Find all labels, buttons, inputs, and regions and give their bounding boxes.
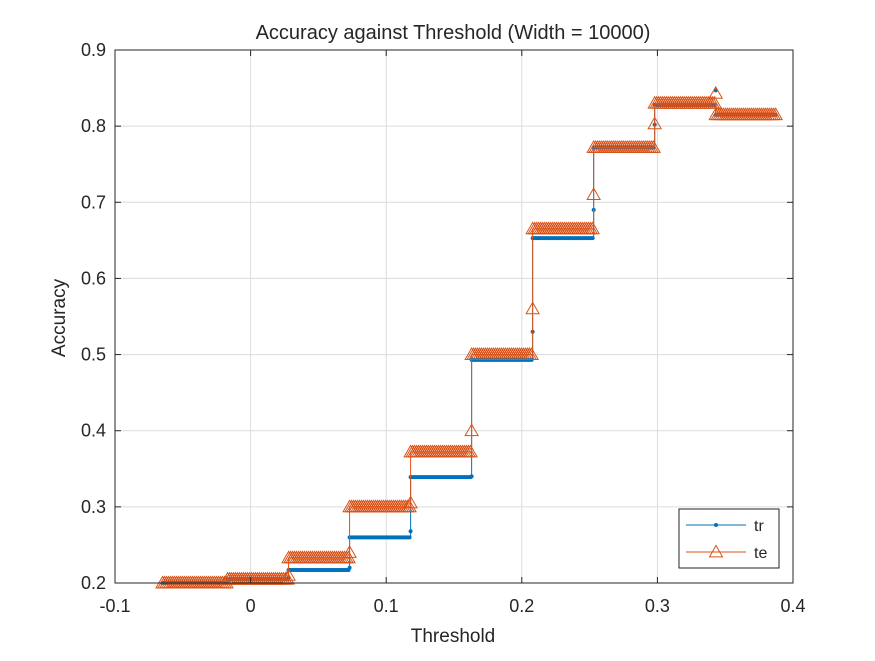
data-point (280, 571, 295, 585)
legend-item-te: te (686, 544, 767, 562)
data-point (281, 567, 296, 581)
series-te (155, 85, 784, 589)
data-point (408, 529, 413, 534)
y-tick-label: 0.2 (81, 573, 106, 593)
series-line-te (162, 102, 777, 584)
data-point (469, 474, 474, 479)
legend: tr te (678, 508, 780, 569)
legend-box (678, 508, 780, 569)
y-tick-label: 0.8 (81, 116, 106, 136)
x-tick-label: 0.1 (374, 596, 399, 616)
chart-title: Accuracy against Threshold (Width = 1000… (256, 22, 651, 44)
data-point (590, 236, 595, 241)
y-tick-label: 0.4 (81, 421, 106, 441)
data-point (342, 545, 357, 558)
y-tick-label: 0.9 (81, 40, 106, 60)
data-point (525, 301, 541, 315)
y-tick-label: 0.7 (81, 192, 106, 212)
data-point (708, 85, 724, 99)
legend-label: te (754, 545, 767, 562)
data-point (647, 116, 663, 130)
data-point (347, 565, 352, 570)
data-point (407, 535, 412, 540)
legend-item-tr: tr (686, 518, 764, 535)
x-tick-label: 0.4 (780, 596, 805, 616)
x-tick-label: -0.1 (99, 596, 130, 616)
data-point (402, 499, 417, 513)
legend-label: tr (754, 518, 764, 535)
x-tick-label: 0.3 (645, 596, 670, 616)
legend-marker (708, 544, 724, 558)
data-point (464, 423, 479, 437)
series-layer (155, 85, 784, 589)
data-point (646, 139, 662, 153)
ticks: -0.1 0 0.1 0.2 0.3 0.4 0.2 0.3 0.4 0.5 0.6 0.7 0.8 0.… (81, 40, 806, 616)
x-tick-label: 0 (246, 596, 256, 616)
y-axis-label: Accuracy (49, 278, 70, 357)
data-point (586, 187, 602, 201)
data-point (768, 107, 784, 121)
x-tick-label: 0.2 (509, 596, 534, 616)
x-axis-label: Threshold (411, 626, 496, 647)
legend-marker (714, 523, 718, 527)
y-tick-label: 0.6 (81, 268, 106, 288)
y-tick-label: 0.3 (81, 497, 106, 517)
data-point (585, 221, 601, 235)
plot-area (115, 50, 793, 583)
data-point (707, 95, 723, 109)
data-point (403, 495, 418, 509)
axes-box (114, 49, 794, 584)
data-point (463, 444, 478, 458)
y-tick-label: 0.5 (81, 345, 106, 365)
data-point (524, 347, 539, 360)
